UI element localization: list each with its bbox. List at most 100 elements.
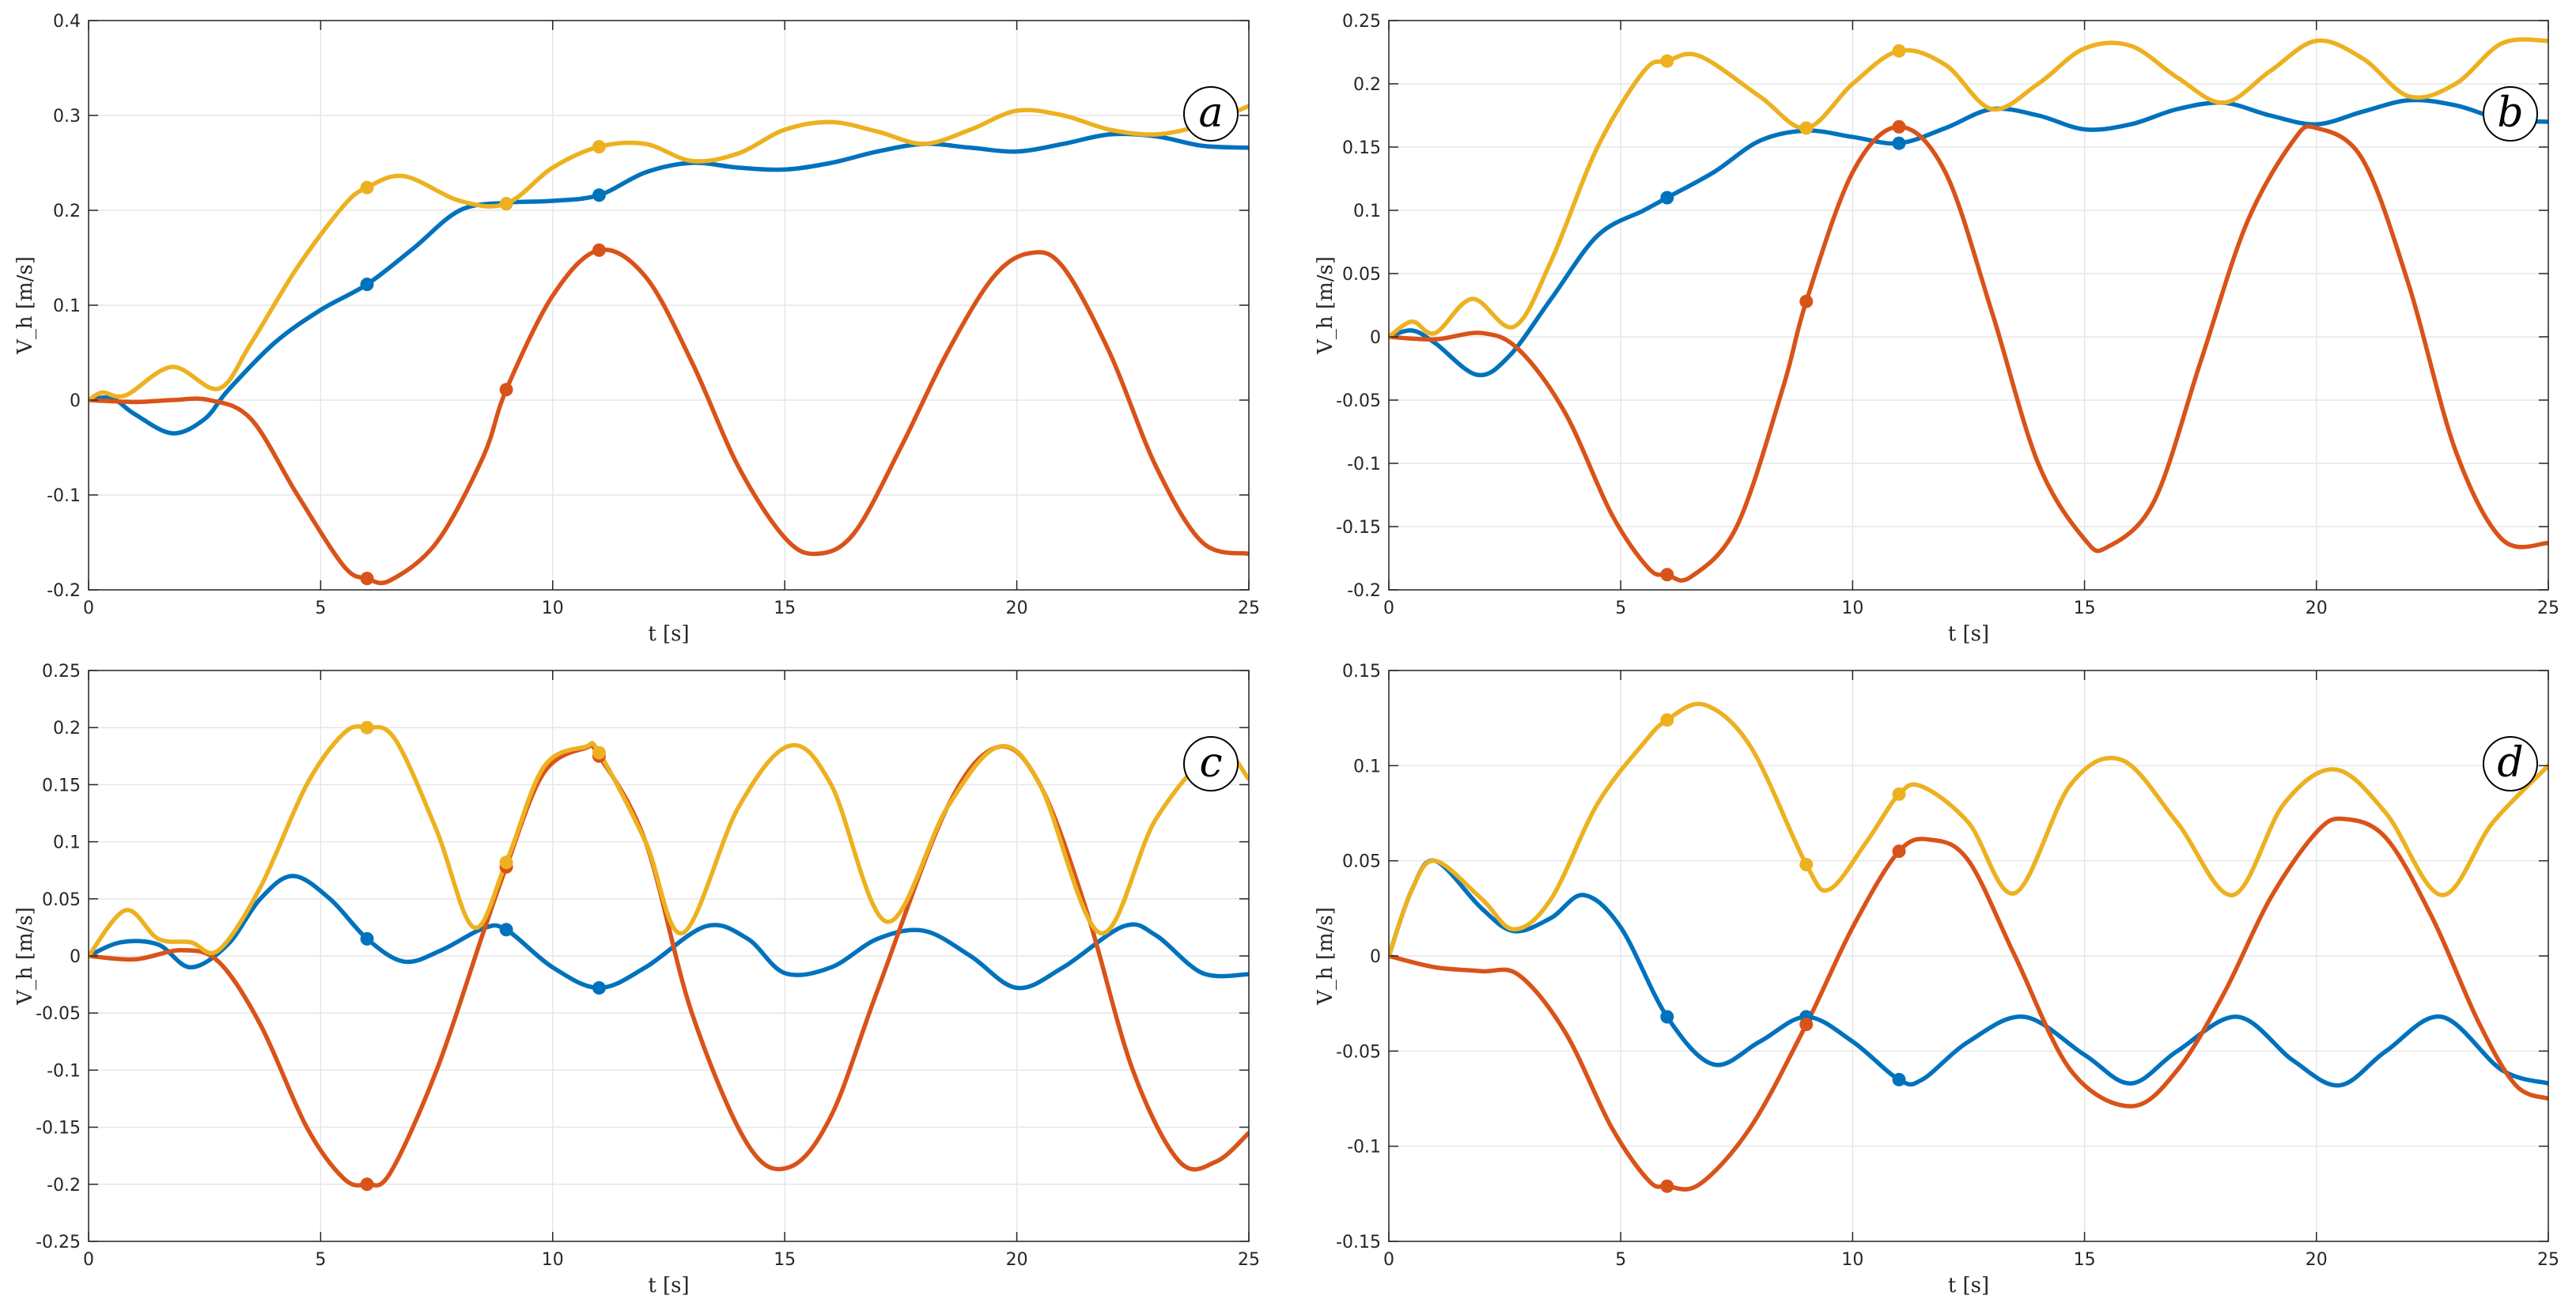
x-tick-label: 20 (1006, 1250, 1028, 1270)
chart-panel-c: 0 5 10 15 20 25 -0.25 -0.2 -0.15 -0.1 -0.05 0 0.05 0.… (13, 662, 1260, 1298)
y-tick-label: 0.1 (53, 297, 81, 316)
marker-blue (1892, 1072, 1906, 1086)
x-axis-label: t [s] (648, 622, 689, 646)
y-tick-label: 0.1 (1353, 757, 1381, 776)
x-tick-label: 25 (1238, 599, 1260, 618)
marker-orange (592, 243, 606, 257)
y-axis-label: V_h [m/s] (13, 907, 37, 1006)
marker-orange (1892, 119, 1906, 134)
x-tick-label: 25 (2537, 599, 2559, 618)
series-line-yellow (89, 724, 1249, 958)
panel-tag-label: a (1198, 89, 1223, 137)
y-tick-label: 0.3 (53, 107, 81, 127)
marker-yellow (499, 856, 513, 870)
x-tick-label: 15 (2074, 1250, 2096, 1270)
panel-tag-label: c (1199, 739, 1222, 787)
x-tick-label: 10 (542, 1250, 564, 1270)
y-tick-label: 0.25 (1342, 12, 1381, 32)
panel-tag-label: b (2497, 89, 2523, 137)
x-axis-label: t [s] (648, 1274, 689, 1298)
x-tick-label: 25 (1238, 1250, 1260, 1270)
y-tick-label: -0.2 (47, 581, 81, 601)
y-tick-label: 0 (70, 391, 81, 411)
y-tick-label: -0.15 (1336, 518, 1381, 538)
marker-yellow (1892, 43, 1906, 58)
x-tick-label: 20 (2306, 599, 2328, 618)
y-tick-label: -0.15 (36, 1119, 81, 1139)
y-tick-label: 0 (1370, 947, 1381, 967)
x-tick-label: 10 (542, 599, 564, 618)
series-line-yellow (1389, 701, 2548, 958)
y-axis-label: V_h [m/s] (1314, 256, 1337, 355)
marker-yellow (499, 197, 513, 211)
y-tick-label: -0.1 (1347, 455, 1381, 474)
chart-panel-b: 0 5 10 15 20 25 -0.2 -0.15 -0.1 -0.05 0 0.05 0.1 0.15… (1314, 12, 2559, 646)
y-tick-label: -0.05 (1336, 1042, 1381, 1062)
y-tick-label: 0.15 (1342, 138, 1381, 158)
panel-tag-circle (1183, 736, 1239, 791)
y-tick-label: 0.1 (53, 833, 81, 853)
marker-orange (1892, 844, 1906, 859)
panel-tag-circle (1183, 86, 1239, 142)
panel-tag-label: d (2497, 739, 2523, 787)
marker-yellow (592, 140, 606, 154)
y-axis-label: V_h [m/s] (13, 256, 37, 355)
marker-blue (360, 278, 374, 292)
marker-blue (360, 931, 374, 946)
series-line-blue (89, 874, 1249, 991)
marker-orange (1660, 568, 1674, 582)
y-tick-label: -0.2 (47, 1176, 81, 1196)
marker-yellow (1892, 787, 1906, 801)
x-tick-label: 5 (315, 1250, 326, 1270)
chart-panel-d: 0 5 10 15 20 25 -0.15 -0.1 -0.05 0 0.05 0.1 0.15 t [s… (1314, 662, 2559, 1298)
y-tick-label: -0.15 (1336, 1233, 1381, 1252)
y-tick-label: -0.1 (47, 1061, 81, 1081)
marker-orange (499, 383, 513, 397)
y-tick-label: -0.05 (36, 1004, 81, 1024)
x-tick-label: 5 (315, 599, 326, 618)
y-tick-label: 0.2 (1353, 75, 1381, 95)
marker-orange (1799, 1018, 1814, 1032)
marker-blue (592, 188, 606, 202)
x-tick-label: 0 (83, 599, 94, 618)
x-tick-label: 25 (2537, 1250, 2559, 1270)
x-axis-label: t [s] (1948, 622, 1989, 646)
marker-yellow (1660, 713, 1674, 727)
y-tick-label: 0.15 (42, 776, 81, 795)
marker-orange (360, 572, 374, 586)
plot-area-b (1389, 21, 2548, 590)
chart-panel-a: 0 5 10 15 20 25 -0.2 -0.1 0 0.1 0.2 0.3 0.4 t [s] V_h … (13, 12, 1260, 646)
marker-blue (499, 923, 513, 937)
marker-blue (1660, 191, 1674, 205)
x-tick-label: 20 (1006, 599, 1028, 618)
y-tick-label: -0.1 (1347, 1138, 1381, 1158)
series-line-orange (89, 247, 1249, 586)
x-tick-label: 15 (774, 599, 796, 618)
x-tick-label: 0 (1383, 599, 1394, 618)
marker-orange (1799, 294, 1814, 308)
x-tick-label: 5 (1615, 1250, 1626, 1270)
marker-yellow (592, 746, 606, 760)
marker-yellow (1660, 54, 1674, 68)
marker-yellow (360, 180, 374, 195)
y-tick-label: -0.1 (47, 486, 81, 506)
series-line-orange (1389, 816, 2548, 1192)
marker-yellow (360, 720, 374, 735)
x-tick-label: 10 (1841, 599, 1863, 618)
y-tick-label: 0 (1370, 328, 1381, 348)
marker-yellow (1799, 857, 1814, 871)
y-tick-label: 0.4 (53, 12, 81, 32)
y-tick-label: 0.05 (1342, 265, 1381, 285)
marker-blue (1892, 136, 1906, 150)
y-tick-label: 0.15 (1342, 662, 1381, 682)
axes-box-b (1388, 20, 2549, 591)
x-tick-label: 5 (1615, 599, 1626, 618)
y-tick-label: 0.05 (42, 890, 81, 910)
y-axis-label: V_h [m/s] (1314, 907, 1337, 1006)
y-tick-label: 0.2 (53, 202, 81, 221)
y-tick-label: 0 (70, 947, 81, 967)
marker-blue (1660, 1010, 1674, 1024)
x-tick-label: 15 (774, 1250, 796, 1270)
panel-tag-circle (2483, 736, 2538, 791)
